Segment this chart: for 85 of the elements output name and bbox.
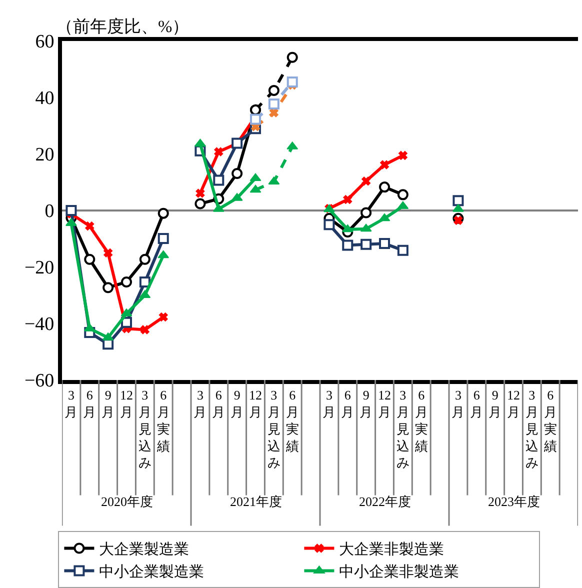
point — [232, 168, 243, 179]
point — [158, 250, 170, 258]
point — [324, 219, 335, 230]
point — [213, 174, 224, 186]
point — [139, 254, 150, 265]
point — [194, 138, 206, 147]
point — [362, 176, 371, 186]
y-tick-label: 20 — [35, 144, 54, 166]
point — [379, 182, 390, 193]
point — [360, 238, 372, 250]
y-tick-label: −60 — [24, 370, 54, 392]
point — [85, 222, 94, 230]
y-axis-title: （前年度比、%） — [56, 17, 190, 36]
point — [140, 325, 150, 334]
x-tick-label: 3月 — [194, 388, 207, 420]
point — [121, 316, 132, 328]
y-tick-label: 60 — [35, 32, 54, 53]
point — [121, 276, 132, 288]
point — [397, 189, 408, 200]
x-tick-label: 3月 — [452, 388, 465, 420]
text: 2022年度 — [359, 494, 411, 509]
point — [158, 208, 169, 219]
x-tick-label: 6月 — [470, 388, 484, 420]
point — [454, 216, 463, 225]
point — [360, 207, 372, 218]
text: 2020年度 — [101, 494, 153, 509]
point — [139, 276, 150, 288]
point — [268, 98, 280, 110]
x-tick-label: 12月 — [120, 388, 133, 420]
x-tick-label: 6月 — [212, 388, 226, 420]
point — [452, 195, 464, 206]
point — [250, 114, 261, 125]
y-tick-label: −20 — [24, 258, 54, 279]
x-tick-label: 3月見込み — [525, 388, 538, 470]
x-tick-label: 12月 — [507, 388, 520, 420]
point — [102, 282, 114, 294]
legend-label: 大企業非製造業 — [339, 541, 444, 558]
point — [250, 173, 262, 182]
point — [104, 248, 113, 258]
x-tick-label: 9月 — [102, 388, 115, 420]
point — [342, 224, 354, 232]
y-tick-label: −40 — [24, 314, 54, 336]
point — [360, 224, 372, 232]
x-tick-label: 3月見込み — [396, 388, 410, 470]
text: 2023年度 — [488, 494, 540, 509]
point — [250, 104, 261, 116]
x-tick-label: 6月 — [83, 388, 96, 420]
x-tick-label: 3月見込み — [138, 388, 152, 470]
point — [214, 147, 224, 156]
y-tick-label: 0 — [44, 201, 54, 222]
point — [379, 238, 390, 250]
x-tick-label: 12月 — [249, 388, 262, 420]
point — [397, 244, 408, 256]
x-tick-label: 3月見込み — [267, 388, 280, 470]
text: 2021年度 — [230, 494, 282, 509]
point — [158, 232, 169, 244]
point — [194, 198, 206, 210]
point — [286, 76, 298, 88]
x-tick-label: 9月 — [488, 388, 502, 420]
x-tick-label: 9月 — [230, 388, 244, 420]
point — [342, 240, 354, 251]
legend-label: 中小企業製造業 — [99, 564, 204, 581]
x-tick-label: 3月 — [322, 388, 336, 420]
point — [397, 201, 409, 210]
point — [378, 213, 390, 222]
x-tick-label: 6月実績 — [542, 388, 557, 454]
point — [343, 195, 352, 204]
x-tick-label: 12月 — [378, 388, 391, 420]
point — [196, 188, 205, 198]
point — [286, 52, 298, 63]
y-tick-label: 40 — [35, 88, 54, 110]
point — [398, 150, 408, 160]
x-tick-label: 9月 — [360, 388, 373, 420]
legend-label: 中小企業非製造業 — [339, 564, 460, 581]
legend-label: 大企業製造業 — [99, 541, 190, 558]
x-tick-label: 6月実績 — [284, 388, 299, 454]
point — [250, 184, 262, 193]
point — [380, 160, 389, 170]
point — [158, 312, 168, 322]
point — [84, 254, 96, 265]
point — [268, 84, 280, 96]
x-tick-label: 6月実績 — [414, 388, 428, 454]
x-tick-label: 6月 — [341, 388, 354, 420]
x-tick-label: 6月実績 — [156, 388, 170, 454]
x-tick-label: 3月 — [64, 388, 78, 420]
